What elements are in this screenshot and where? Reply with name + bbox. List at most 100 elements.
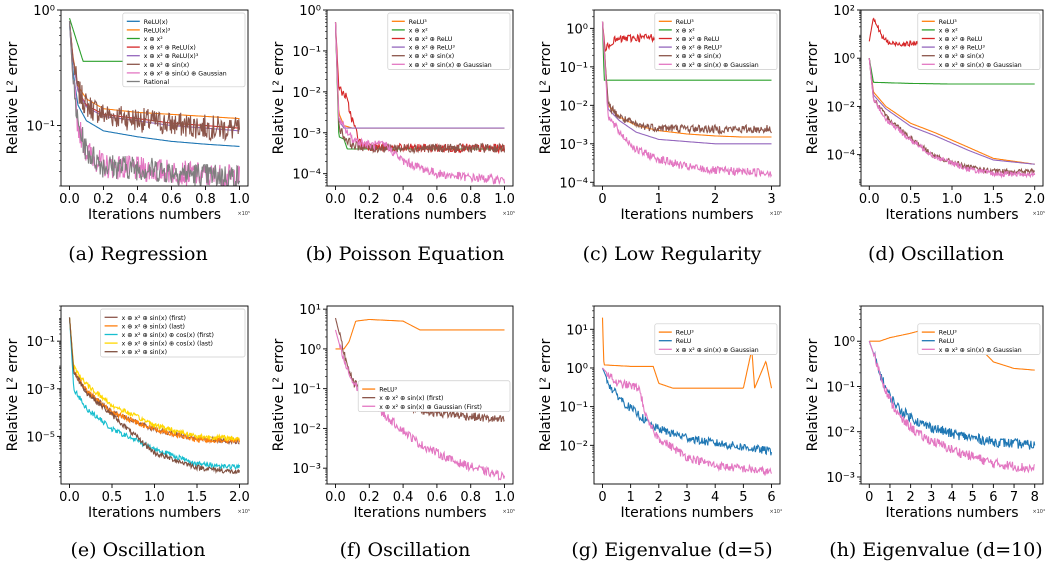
x-tick-label: 0.6 bbox=[427, 192, 448, 207]
y-tick-label: 10⁻³ bbox=[292, 127, 321, 142]
legend-label: x ⊕ x² ⊕ sin(x) ⊕ Gaussian (First) bbox=[379, 404, 482, 411]
y-tick-label: 10⁻² bbox=[559, 439, 588, 454]
y-tick-label: 10⁰ bbox=[833, 335, 855, 350]
panel-b: 10⁰ 10⁻¹ 10⁻² 10⁻³ 10⁻⁴ 0.0 0.2 0.4 0.6 0.8 1.0 ×10… bbox=[271, 4, 515, 223]
axes-frame bbox=[593, 9, 781, 187]
x-tick-label: 1.5 bbox=[187, 490, 208, 505]
x-tick-label: 7 bbox=[1010, 490, 1018, 505]
legend-box bbox=[917, 12, 1041, 70]
series-line-5 bbox=[68, 317, 241, 475]
series-line-1 bbox=[601, 317, 773, 389]
x-axis-label: Iterations numbers bbox=[620, 207, 753, 223]
y-tick-label: 10¹ bbox=[566, 323, 588, 338]
y-tick-label: 10¹ bbox=[299, 303, 321, 318]
y-tick-label: 10⁻² bbox=[826, 100, 855, 115]
legend-box bbox=[387, 12, 511, 70]
x-tick-label: 1 bbox=[886, 490, 894, 505]
y-tick-label: 10⁰ bbox=[33, 4, 55, 19]
x-tick-label: 2.0 bbox=[1024, 192, 1045, 207]
x-tick-label: 2 bbox=[906, 490, 914, 505]
y-tick-label: 10⁻² bbox=[559, 99, 588, 114]
x-axis-label: Iterations numbers bbox=[88, 505, 221, 521]
legend-label: x ⊕ x² bbox=[144, 36, 163, 43]
series-line-6 bbox=[868, 58, 1036, 179]
legend-label: x ⊕ x² ⊕ ReLU bbox=[676, 36, 720, 43]
legend-label: ReLU bbox=[939, 338, 955, 345]
series-line-4 bbox=[68, 317, 241, 442]
series-line-4 bbox=[601, 21, 772, 145]
caption-g: (g) Eigenvalue (d=5) bbox=[571, 539, 773, 561]
legend-label: ReLU³ bbox=[939, 19, 957, 26]
x-tick-label: 0.0 bbox=[325, 192, 346, 207]
x-tick-label: 1.0 bbox=[494, 192, 515, 207]
x-tick-label: 0.0 bbox=[325, 490, 346, 505]
legend-label: x ⊕ x² ⊕ sin(x) ⊕ Gaussian bbox=[676, 62, 759, 69]
caption-h: (h) Eigenvalue (d=10) bbox=[829, 539, 1043, 561]
y-tick-label: 10⁻⁴ bbox=[292, 168, 321, 183]
legend-label: x ⊕ x² ⊕ ReLU³ bbox=[409, 45, 456, 52]
legend-label: x ⊕ x² ⊕ sin(x) ⊕ Gaussian bbox=[676, 347, 759, 354]
legend-label: x ⊕ x² bbox=[676, 27, 695, 34]
series-line-1 bbox=[335, 318, 505, 350]
y-tick-label: 10⁻¹ bbox=[292, 383, 321, 398]
y-tick-label: 10² bbox=[833, 4, 855, 19]
x-axis-label: Iterations numbers bbox=[885, 207, 1018, 223]
series-line-3 bbox=[602, 367, 773, 476]
panel-a: 10⁰ 10⁻¹ 0.0 0.2 0.4 0.6 0.8 1.0 ×10⁵ Iterations … bbox=[5, 4, 250, 223]
x-tick-label: 0.6 bbox=[427, 490, 448, 505]
series-line-5 bbox=[601, 21, 772, 135]
x-tick-label: 5 bbox=[969, 490, 977, 505]
axes-frame bbox=[60, 9, 249, 187]
x-scale-label: ×10⁵ bbox=[1032, 211, 1045, 217]
legend-label: x ⊕ x² ⊕ sin(x) ⊕ Gaussian bbox=[409, 62, 492, 69]
caption-c: (c) Low Regularity bbox=[582, 243, 762, 265]
panel-g: 10¹ 10⁰ 10⁻¹ 10⁻² 0 1 2 3 4 5 6 ×10⁴ Iterations numb… bbox=[538, 305, 782, 521]
legend-box bbox=[917, 323, 1041, 355]
y-axis-label: Relative L² error bbox=[5, 338, 21, 451]
legend-label: x ⊕ x² bbox=[409, 27, 428, 34]
x-tick-label: 0.2 bbox=[359, 192, 380, 207]
panel-c: 10⁰ 10⁻¹ 10⁻² 10⁻³ 10⁻⁴ 0 1 2 3 ×10⁵ Iterations nu… bbox=[538, 9, 782, 223]
series-line-6 bbox=[68, 21, 241, 142]
x-tick-label: 0.4 bbox=[393, 490, 414, 505]
caption-a: (a) Regression bbox=[68, 243, 208, 265]
x-tick-label: 3 bbox=[927, 490, 935, 505]
series-line-6 bbox=[334, 22, 506, 186]
legend-box bbox=[654, 323, 778, 355]
series-line-4 bbox=[334, 22, 505, 129]
x-tick-label: 0.2 bbox=[93, 192, 114, 207]
series-group bbox=[601, 21, 773, 179]
legend-label: ReLU³ bbox=[409, 19, 427, 26]
x-scale-label: ×10⁴ bbox=[1032, 509, 1045, 515]
x-axis-label: Iterations numbers bbox=[353, 505, 486, 521]
panel-e: 10⁻¹ 10⁻³ 10⁻⁵ 0.0 0.5 1.0 1.5 2.0 ×10⁵ Iteration… bbox=[5, 305, 250, 521]
x-tick-label: 0.8 bbox=[460, 490, 481, 505]
caption-b: (b) Poisson Equation bbox=[305, 243, 505, 265]
series-group bbox=[68, 18, 241, 186]
panel-h: 10⁰ 10⁻¹ 10⁻² 10⁻³ 0 1 2 3 4 5 6 7 8 ×10⁴ Iterations n… bbox=[805, 305, 1045, 521]
x-tick-label: 0.2 bbox=[359, 490, 380, 505]
panel-f: 10¹ 10⁰ 10⁻¹ 10⁻² 10⁻³ 0.0 0.2 0.4 0.6 0.8 1.0 ×10⁵… bbox=[271, 303, 515, 521]
legend-label: ReLU(x)³ bbox=[144, 27, 171, 34]
y-tick-label: 10⁰ bbox=[566, 362, 588, 377]
x-tick-label: 4 bbox=[948, 490, 956, 505]
legend-label: x ⊕ x² ⊕ ReLU(x)³ bbox=[144, 53, 199, 60]
y-tick-label: 10⁻¹ bbox=[26, 120, 55, 135]
series-line-1 bbox=[68, 24, 240, 147]
x-tick-label: 1 bbox=[626, 490, 634, 505]
legend-label: x ⊕ x² ⊕ sin(x) ⊕ Gaussian bbox=[939, 62, 1022, 69]
legend-label: x ⊕ x² ⊕ sin(x) (last) bbox=[122, 323, 185, 330]
y-axis-label: Relative L² error bbox=[271, 338, 287, 451]
legend-label: x ⊕ x² ⊕ sin(x) ⊕ Gaussian bbox=[939, 347, 1022, 354]
y-tick-label: 10⁻² bbox=[292, 422, 321, 437]
legend-label: ReLU bbox=[676, 338, 692, 345]
legend-label: x ⊕ x² ⊕ ReLU³ bbox=[939, 45, 986, 52]
y-tick-label: 10⁻⁴ bbox=[559, 176, 588, 191]
x-tick-label: 1.5 bbox=[983, 192, 1004, 207]
x-tick-label: 0.5 bbox=[900, 192, 921, 207]
legend-label: x ⊕ x² ⊕ ReLU bbox=[939, 36, 983, 43]
y-tick-label: 10⁻¹ bbox=[26, 335, 55, 350]
